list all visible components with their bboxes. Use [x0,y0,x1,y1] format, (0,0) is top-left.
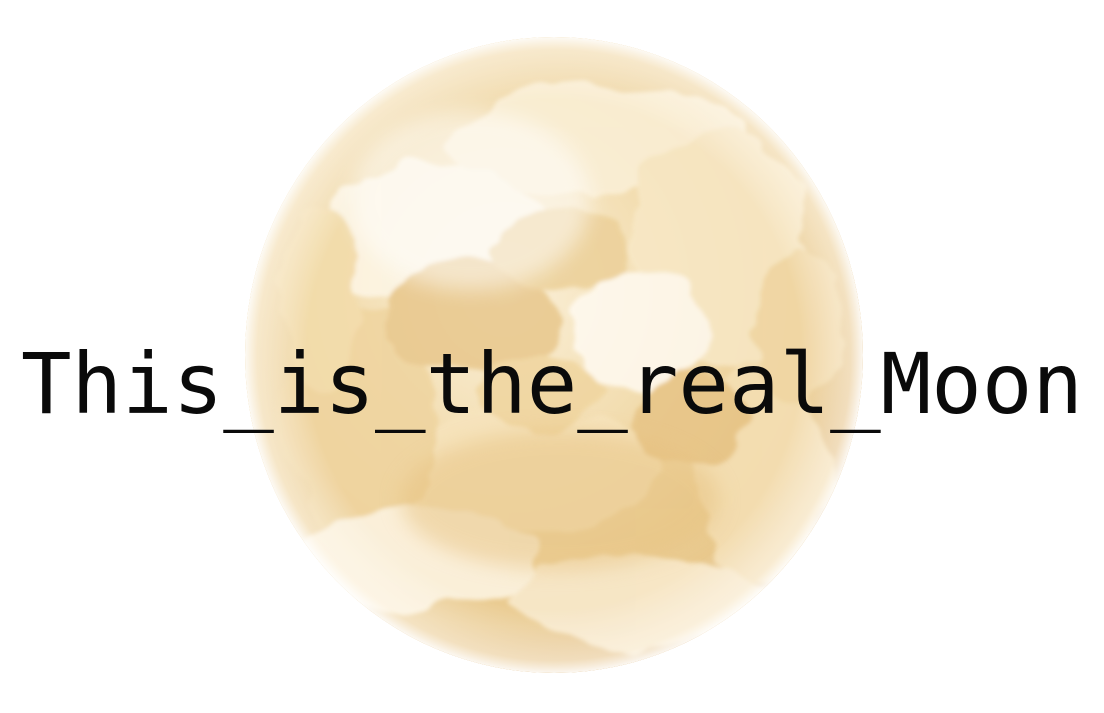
caption-text: This_is_the_real_Moon [20,335,1084,433]
